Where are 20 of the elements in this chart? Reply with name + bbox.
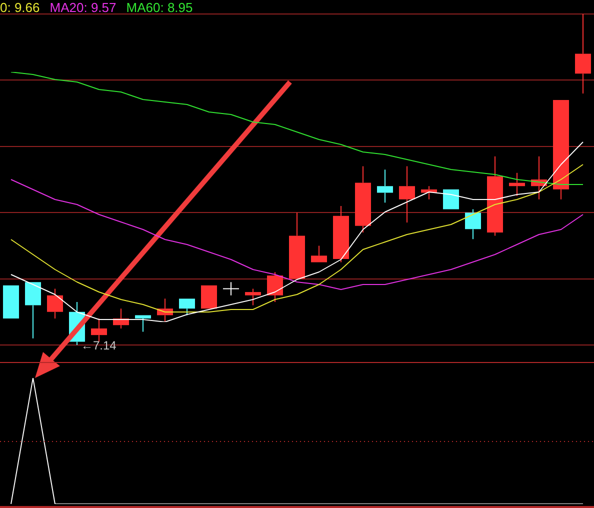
candlestick xyxy=(487,156,503,236)
candlestick xyxy=(509,172,525,197)
candlestick xyxy=(25,282,41,339)
text: 0: 9.66 xyxy=(0,0,40,15)
candlestick xyxy=(289,212,305,279)
candlestick xyxy=(465,208,481,240)
candlestick xyxy=(222,282,240,296)
candlestick xyxy=(355,166,371,233)
candlestick xyxy=(245,288,261,306)
candlestick xyxy=(377,169,393,204)
candlestick xyxy=(399,166,415,224)
candlestick xyxy=(47,288,63,320)
candlestick xyxy=(267,272,283,302)
candlestick xyxy=(135,315,151,332)
candlestick xyxy=(91,318,107,342)
text: MA60: 8.95 xyxy=(126,0,193,15)
candlestick xyxy=(311,245,327,262)
candlestick xyxy=(575,14,591,94)
candlestick xyxy=(333,205,349,263)
text: MA20: 9.57 xyxy=(50,0,116,15)
